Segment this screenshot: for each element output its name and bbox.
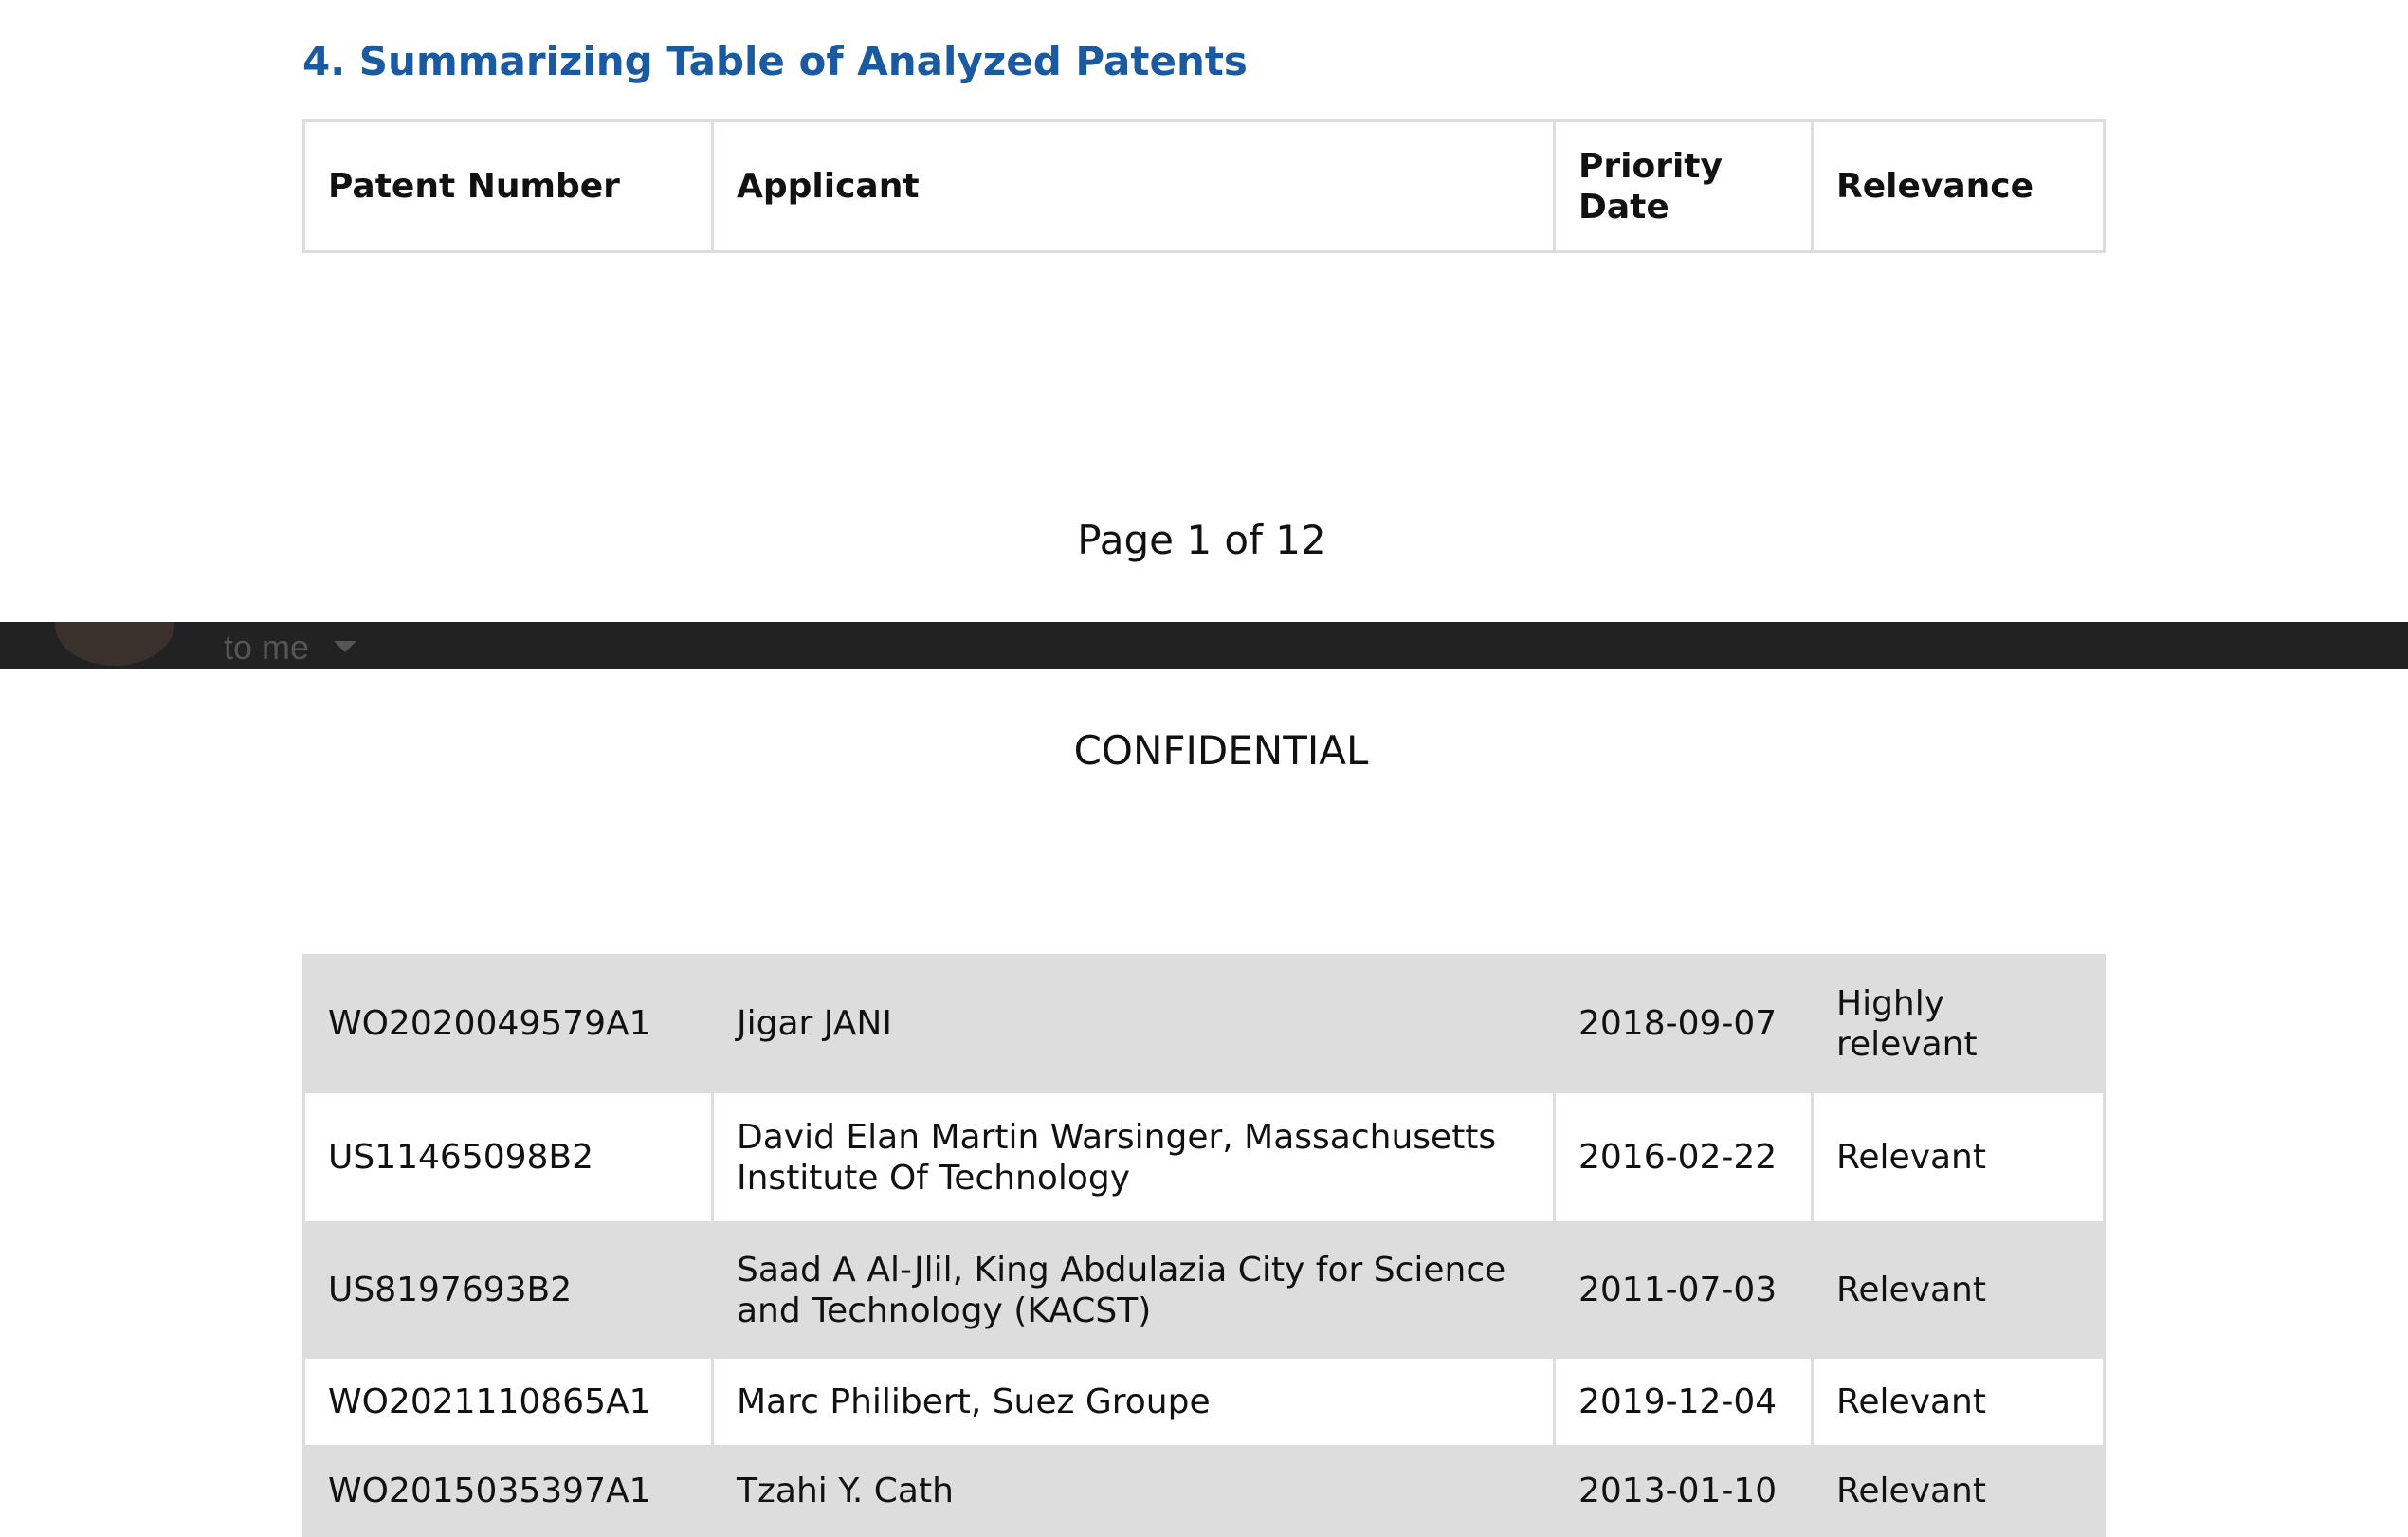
confidential-label: CONFIDENTIAL	[0, 727, 2408, 774]
table-cell: Relevant	[1813, 1447, 2105, 1536]
table-row: WO2015035397A1Tzahi Y. Cath2013-01-10Rel…	[304, 1447, 2105, 1536]
table-cell: Highly relevant	[1813, 956, 2105, 1092]
table-cell: 2011-07-03	[1555, 1223, 1813, 1358]
table-row: US8197693B2Saad A Al-Jlil, King Abdulazi…	[304, 1223, 2105, 1358]
avatar	[55, 622, 174, 666]
table-cell: 2018-09-07	[1555, 956, 1813, 1092]
table-cell: Tzahi Y. Cath	[713, 1447, 1555, 1536]
header-cell: Applicant	[713, 121, 1555, 252]
page: 4. Summarizing Table of Analyzed Patents…	[0, 0, 2408, 1506]
table-cell: 2019-12-04	[1555, 1358, 1813, 1447]
table-cell: WO2021110865A1	[304, 1358, 713, 1447]
patent-table: WO2020049579A1Jigar JANI2018-09-07Highly…	[302, 954, 2106, 1537]
table-cell: Relevant	[1813, 1223, 2105, 1358]
table-cell: WO2020049579A1	[304, 956, 713, 1092]
table-cell: Jigar JANI	[713, 956, 1555, 1092]
page-footer: Page 1 of 12	[0, 517, 2403, 563]
table-row: WO2021110865A1Marc Philibert, Suez Group…	[304, 1358, 2105, 1447]
table-row: WO2020049579A1Jigar JANI2018-09-07Highly…	[304, 956, 2105, 1092]
recipient[interactable]: to me	[224, 628, 309, 668]
dropdown-caret[interactable]	[334, 641, 356, 652]
table-cell: Relevant	[1813, 1358, 2105, 1447]
table-cell: Relevant	[1813, 1092, 2105, 1223]
table-cell: US8197693B2	[304, 1223, 713, 1358]
table-cell: Saad A Al-Jlil, King Abdulazia City for …	[713, 1223, 1555, 1358]
header-cell: Patent Number	[304, 121, 713, 252]
table-cell: 2016-02-22	[1555, 1092, 1813, 1223]
header-row: Patent NumberApplicantPriority DateRelev…	[304, 121, 2105, 252]
table-header: Patent NumberApplicantPriority DateRelev…	[302, 119, 2106, 253]
table-cell: 2013-01-10	[1555, 1447, 1813, 1536]
table-cell: WO2015035397A1	[304, 1447, 713, 1536]
section-heading: 4. Summarizing Table of Analyzed Patents	[302, 38, 1248, 84]
table-cell: US11465098B2	[304, 1092, 713, 1223]
table-cell: Marc Philibert, Suez Groupe	[713, 1358, 1555, 1447]
table-cell: David Elan Martin Warsinger, Massachuset…	[713, 1092, 1555, 1223]
header-cell: Relevance	[1813, 121, 2105, 252]
header-cell: Priority Date	[1555, 121, 1813, 252]
table-row: US11465098B2David Elan Martin Warsinger,…	[304, 1092, 2105, 1223]
email-bar: to me	[0, 622, 2408, 669]
